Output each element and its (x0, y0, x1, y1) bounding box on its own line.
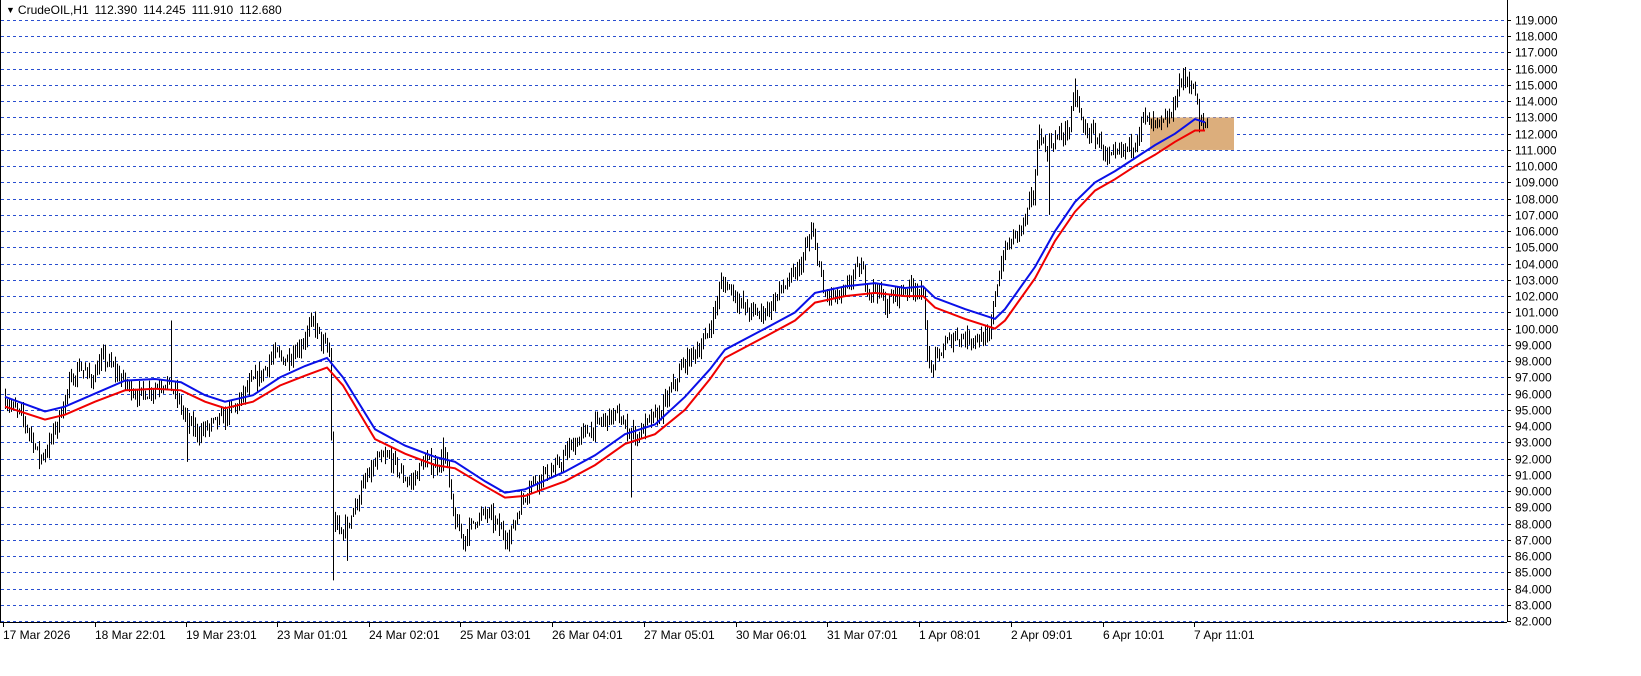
price-tick-label: 93.000 (1515, 436, 1552, 450)
price-tick-label: 107.000 (1515, 209, 1559, 223)
price-tick-label: 89.000 (1515, 501, 1552, 515)
price-tick-label: 111.000 (1515, 144, 1557, 158)
candlestick-series (5, 66, 1208, 581)
close-value: 112.680 (239, 3, 282, 17)
time-tick-label: 31 Mar 07:01 (827, 628, 898, 642)
price-tick-label: 103.000 (1515, 274, 1559, 288)
triangle-down-icon[interactable]: ▼ (6, 5, 15, 15)
chart-header: ▼ CrudeOIL,H1 112.390 114.245 111.910 112.680 (6, 3, 288, 17)
price-tick-label: 94.000 (1515, 420, 1552, 434)
time-tick-label: 19 Mar 23:01 (186, 628, 257, 642)
time-tick-label: 1 Apr 08:01 (919, 628, 981, 642)
price-tick-label: 114.000 (1515, 95, 1558, 109)
time-tick-label: 6 Apr 10:01 (1103, 628, 1165, 642)
time-tick-label: 30 Mar 06:01 (736, 628, 807, 642)
time-tick-label: 24 Mar 02:01 (369, 628, 440, 642)
price-tick-label: 108.000 (1515, 193, 1559, 207)
price-tick-label: 92.000 (1515, 453, 1552, 467)
price-tick-label: 82.000 (1515, 615, 1552, 629)
price-tick-label: 90.000 (1515, 485, 1552, 499)
price-tick-label: 113.000 (1515, 111, 1558, 125)
price-tick-label: 85.000 (1515, 566, 1552, 580)
price-tick-label: 119.000 (1515, 14, 1558, 28)
price-tick-label: 112.000 (1515, 128, 1558, 142)
price-tick-label: 106.000 (1515, 225, 1559, 239)
price-tick-label: 83.000 (1515, 599, 1552, 613)
time-tick-label: 2 Apr 09:01 (1011, 628, 1073, 642)
price-tick-label: 100.000 (1515, 323, 1559, 337)
time-tick-label: 25 Mar 03:01 (460, 628, 531, 642)
symbol-label: CrudeOIL,H1 (17, 3, 89, 17)
price-tick-label: 91.000 (1515, 469, 1552, 483)
price-tick-label: 88.000 (1515, 518, 1552, 532)
time-tick-label: 17 Mar 2026 (3, 628, 71, 642)
ma-slow-line (4, 129, 1205, 499)
price-tick-label: 116.000 (1515, 63, 1558, 77)
price-tick-label: 86.000 (1515, 550, 1552, 564)
price-tick-label: 84.000 (1515, 583, 1552, 597)
price-tick-label: 117.000 (1515, 46, 1558, 60)
high-value: 114.245 (143, 3, 186, 17)
price-tick-label: 104.000 (1515, 258, 1559, 272)
open-value: 112.390 (94, 3, 138, 17)
price-tick-label: 97.000 (1515, 371, 1552, 385)
price-tick-label: 95.000 (1515, 404, 1552, 418)
time-scale[interactable]: 17 Mar 2026 18 Mar 22:01 19 Mar 23:01 23 Ma… (3, 622, 1255, 642)
price-tick-label: 87.000 (1515, 534, 1552, 548)
price-tick-label: 99.000 (1515, 339, 1552, 353)
price-tick-label: 102.000 (1515, 290, 1559, 304)
price-tick-label: 105.000 (1515, 241, 1559, 255)
price-tick-label: 110.000 (1515, 160, 1558, 174)
price-tick-label: 115.000 (1515, 79, 1558, 93)
price-tick-label: 109.000 (1515, 176, 1559, 190)
price-tick-label: 96.000 (1515, 388, 1552, 402)
time-tick-label: 26 Mar 04:01 (552, 628, 623, 642)
moving-averages (4, 117, 1206, 499)
price-scale[interactable]: 119.000 118.000 117.000 116.000 115.000 114.0… (1507, 14, 1559, 629)
time-tick-label: 27 Mar 05:01 (644, 628, 715, 642)
time-tick-label: 18 Mar 22:01 (95, 628, 166, 642)
low-value: 111.910 (191, 3, 234, 17)
time-tick-label: 7 Apr 11:01 (1194, 628, 1255, 642)
ma-fast-line (4, 117, 1206, 494)
price-tick-label: 98.000 (1515, 355, 1552, 369)
time-tick-label: 23 Mar 01:01 (277, 628, 348, 642)
price-tick-label: 101.000 (1515, 306, 1559, 320)
price-gridlines (1, 20, 1507, 622)
chart-frame (0, 0, 1508, 623)
price-tick-label: 118.000 (1515, 30, 1558, 44)
